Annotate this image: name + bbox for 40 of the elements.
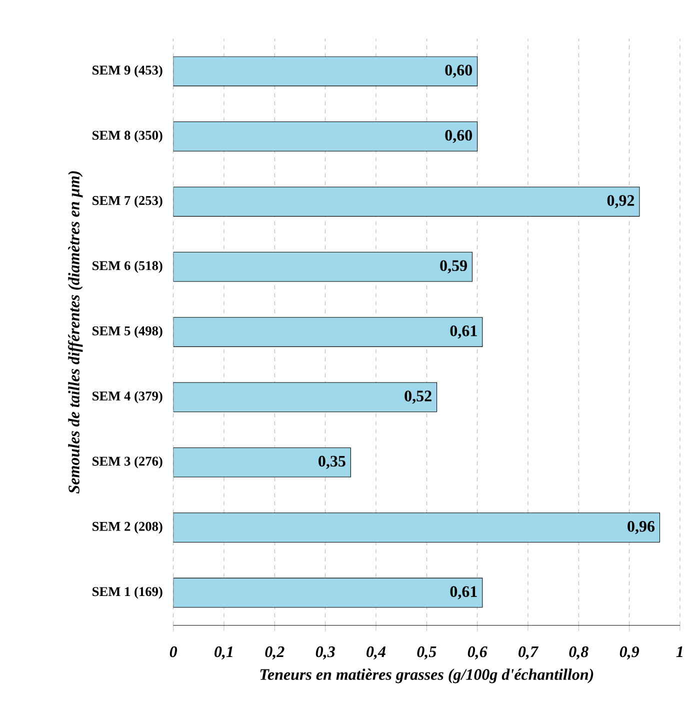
y-tick-label: SEM 9 (453)	[92, 65, 162, 78]
x-tick-label: 0	[170, 646, 177, 658]
y-tick-label: SEM 3 (276)	[92, 456, 162, 468]
data-label: 0,61	[450, 325, 477, 339]
y-tick-label: SEM 1 (169)	[92, 586, 162, 599]
bar	[173, 56, 478, 86]
bar	[173, 447, 351, 478]
x-tick-label: 0,1	[214, 646, 232, 660]
bar	[173, 186, 640, 217]
data-label: 0,60	[445, 64, 472, 78]
x-tick-label: 0,9	[620, 646, 639, 660]
data-label: 0,52	[404, 390, 432, 404]
y-tick-label: SEM 2 (208)	[92, 522, 162, 534]
y-tick-label: SEM 5 (498)	[92, 326, 162, 338]
x-tick-label: 1	[676, 646, 682, 657]
bar	[173, 512, 660, 542]
y-tick-label: SEM 4 (379)	[92, 391, 162, 404]
x-tick-label: 0,7	[518, 646, 538, 660]
bar	[173, 122, 478, 152]
bar	[173, 252, 472, 282]
x-axis-title: Teneurs en matières grasses (g/100g d'échantillon)	[260, 668, 593, 684]
x-tick-label: 0,4	[366, 646, 386, 660]
y-tick-label: SEM 6 (518)	[92, 260, 162, 273]
x-tick-label: 0,5	[417, 646, 436, 660]
x-tick-label: 0,8	[569, 646, 588, 660]
x-tick-label: 0,6	[468, 646, 488, 660]
y-tick-label: SEM 7 (253)	[92, 196, 162, 208]
data-label: 0,96	[627, 520, 654, 534]
data-label: 0,92	[607, 195, 634, 208]
bar	[173, 317, 482, 347]
y-axis-title: Semoules de tailles différentes (diamètres en µm)	[68, 171, 82, 494]
data-label: 0,35	[318, 456, 346, 469]
x-tick-label: 0,2	[265, 646, 284, 660]
data-label: 0,60	[445, 130, 472, 144]
bar	[173, 382, 437, 412]
data-label: 0,61	[450, 586, 477, 600]
y-tick-label: SEM 8 (350)	[92, 130, 162, 143]
bar	[173, 578, 482, 608]
x-tick-label: 0,3	[316, 646, 335, 660]
data-label: 0,59	[440, 260, 467, 274]
